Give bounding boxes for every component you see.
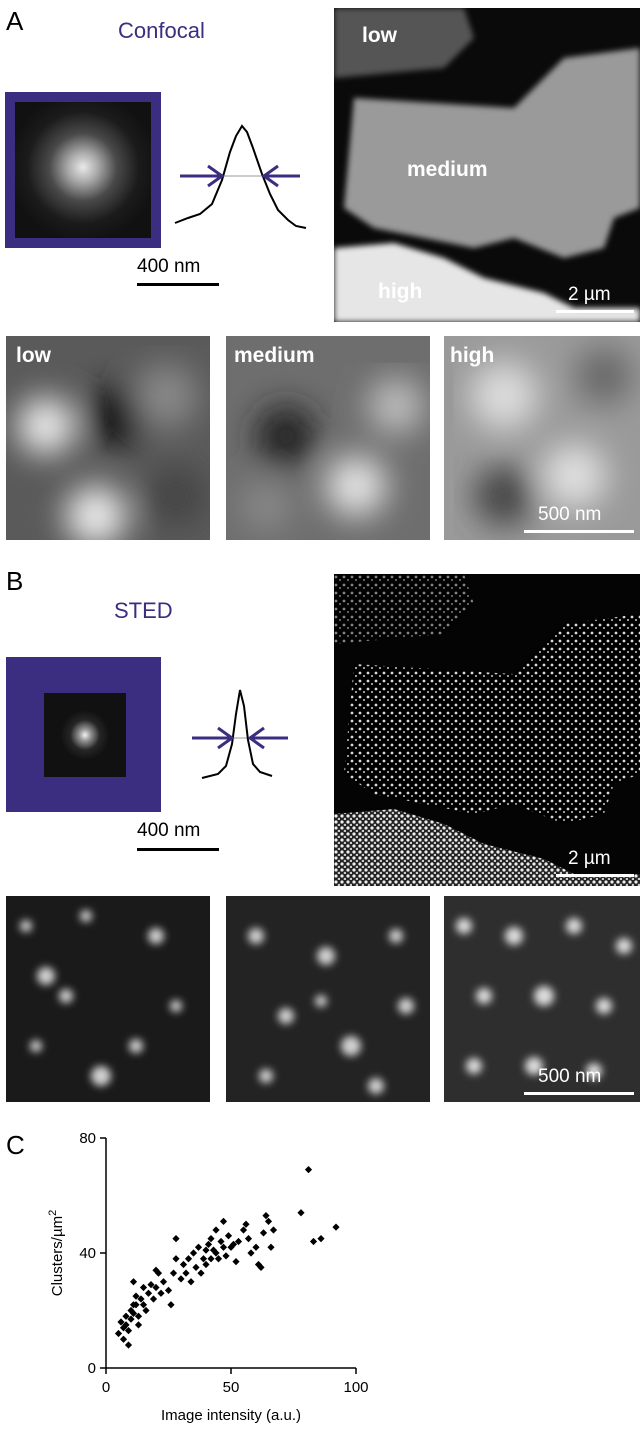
data-point	[219, 1217, 228, 1225]
confocal-overview-scale-bar	[556, 310, 634, 313]
confocal-psf-frame	[5, 92, 161, 248]
confocal-label-low: low	[362, 24, 397, 47]
sted-psf-scale-bar	[137, 848, 219, 851]
confocal-label-high: high	[378, 280, 423, 303]
sted-profile	[192, 689, 288, 779]
y-tick-label: 40	[79, 1245, 96, 1262]
data-point	[252, 1243, 260, 1251]
data-point	[232, 1258, 240, 1266]
data-point	[149, 1295, 158, 1303]
sted-zoom-high	[444, 896, 640, 1102]
data-point	[164, 1286, 173, 1294]
y-axis-label-sup: 2	[47, 1210, 59, 1216]
data-point	[184, 1255, 193, 1263]
data-point	[259, 1229, 268, 1237]
confocal-profile	[174, 124, 307, 229]
confocal-title: Confocal	[118, 18, 205, 43]
data-point	[182, 1269, 190, 1277]
data-point	[269, 1226, 278, 1234]
confocal-zoom-label-medium: medium	[234, 344, 315, 367]
confocal-overview-image	[334, 8, 640, 322]
data-point	[304, 1166, 313, 1174]
sted-title: STED	[114, 598, 173, 623]
x-axis-label: Image intensity (a.u.)	[161, 1407, 301, 1424]
data-point	[157, 1289, 165, 1297]
data-point	[172, 1235, 180, 1243]
confocal-zoom-label-low: low	[16, 344, 51, 367]
data-point	[317, 1235, 325, 1243]
sted-zoom-scale-bar	[524, 1092, 634, 1095]
sted-overview-scale-label: 2 µm	[568, 848, 611, 869]
data-point	[134, 1321, 143, 1329]
panel-letter-c: C	[6, 1130, 25, 1160]
data-point	[144, 1289, 153, 1297]
data-point	[207, 1255, 215, 1263]
confocal-psf-image	[15, 102, 151, 238]
confocal-zoom-high	[444, 336, 640, 540]
data-point	[297, 1209, 305, 1217]
data-point	[244, 1235, 253, 1243]
y-axis-label-main: Clusters/µm	[49, 1216, 66, 1296]
x-tick-label: 50	[223, 1379, 240, 1396]
sted-left-arrow	[192, 726, 235, 750]
data-point	[194, 1243, 203, 1251]
sted-psf-frame	[6, 657, 161, 812]
data-point	[119, 1335, 128, 1343]
confocal-zoom-label-high: high	[450, 344, 495, 367]
data-point	[212, 1226, 220, 1234]
data-point	[267, 1243, 275, 1251]
y-tick-label: 0	[88, 1360, 96, 1377]
confocal-right-arrow	[261, 164, 300, 188]
confocal-left-arrow	[180, 164, 225, 188]
panel-letter-a: A	[6, 6, 24, 36]
data-point	[224, 1232, 233, 1240]
sted-overview-scale-bar	[556, 874, 634, 877]
confocal-overview-scale-label: 2 µm	[568, 284, 611, 305]
data-point	[197, 1269, 205, 1277]
data-point	[332, 1223, 340, 1231]
confocal-psf-scale-label: 400 nm	[137, 256, 201, 277]
confocal-zoom-scale-bar	[524, 530, 634, 533]
data-point	[129, 1278, 138, 1286]
confocal-zoom-low	[6, 336, 210, 540]
sted-psf-image	[44, 693, 126, 777]
data-point	[114, 1329, 123, 1338]
sted-zoom-low	[6, 896, 210, 1102]
panel-letter-b: B	[6, 566, 24, 596]
sted-overview-image	[334, 574, 640, 886]
x-tick-label: 0	[102, 1379, 110, 1396]
confocal-psf-scale-bar	[137, 283, 219, 286]
data-point	[172, 1255, 180, 1263]
data-point	[177, 1275, 185, 1283]
data-point	[309, 1237, 318, 1246]
data-point	[169, 1269, 178, 1277]
confocal-zoom-scale-label: 500 nm	[538, 504, 602, 525]
data-point	[247, 1249, 255, 1257]
sted-zoom-scale-label: 500 nm	[538, 1066, 602, 1087]
scatter-chart: 0 50 100 0 40 80 Image intensity (a.u.) Clust…	[47, 1130, 369, 1424]
data-point	[187, 1278, 195, 1286]
sted-right-arrow	[247, 726, 288, 750]
data-point	[139, 1283, 148, 1292]
y-axis-label: Clusters/µm2	[47, 1210, 66, 1296]
sted-psf-scale-label: 400 nm	[137, 820, 201, 841]
y-tick-label: 80	[79, 1130, 96, 1147]
data-point	[192, 1263, 200, 1271]
data-point	[222, 1252, 230, 1260]
confocal-label-medium: medium	[407, 158, 488, 181]
x-tick-label: 100	[343, 1379, 368, 1396]
sted-zoom-medium	[226, 896, 430, 1102]
data-point	[179, 1260, 188, 1269]
data-point	[167, 1301, 175, 1309]
data-point	[124, 1341, 133, 1349]
data-point	[189, 1249, 198, 1257]
data-point	[159, 1278, 168, 1286]
confocal-zoom-medium	[226, 336, 430, 540]
